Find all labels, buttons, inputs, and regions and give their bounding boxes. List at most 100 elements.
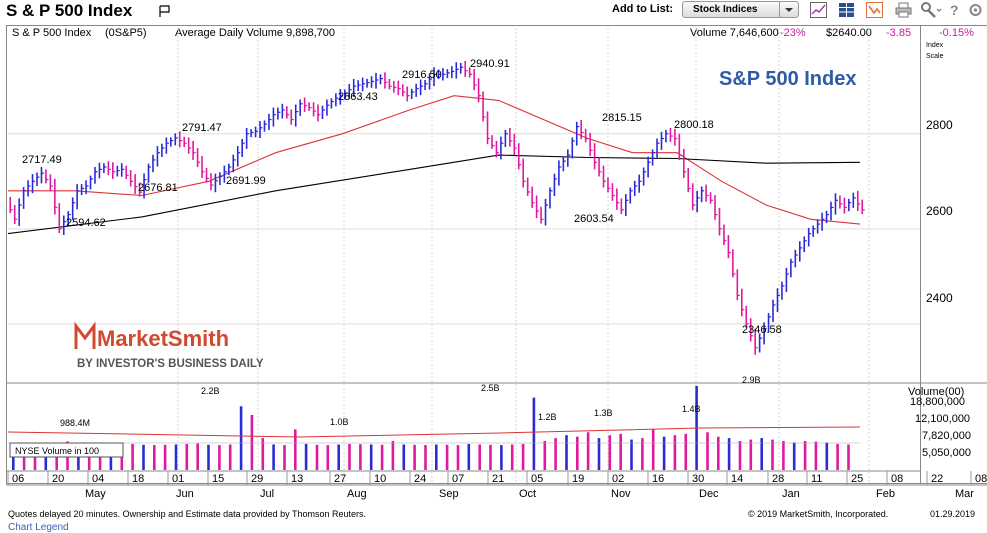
price-annotation: 2916.50 [402, 69, 442, 81]
x-month-label: Dec [699, 488, 719, 500]
logo-mark [74, 321, 96, 349]
info-name: S & P 500 Index [12, 27, 92, 39]
x-day-label: 27 [334, 473, 346, 485]
x-day-label: 10 [374, 473, 386, 485]
volume-bar [814, 441, 818, 470]
price-tick-2600: 2600 [926, 204, 953, 218]
volume-bar [402, 444, 406, 470]
price-annotation: 2691.99 [226, 175, 266, 187]
brand-name: MarketSmith [97, 326, 229, 351]
volume-bar [380, 444, 384, 470]
price-bars [9, 61, 865, 355]
x-day-label: 25 [851, 473, 863, 485]
price-annotation: 2800.18 [674, 119, 714, 131]
volume-bar [597, 438, 601, 470]
volume-bar [369, 444, 373, 470]
volume-bar [467, 443, 471, 470]
x-day-label: 01 [172, 473, 184, 485]
volume-annotation: 1.4B [682, 404, 701, 414]
volume-bar [261, 438, 265, 470]
volume-bars [12, 386, 850, 470]
moving-average-line [7, 154, 861, 235]
volume-bar [250, 415, 254, 470]
x-day-label: 28 [772, 473, 784, 485]
scale-label-index: Index [926, 42, 944, 49]
list-select-value: Stock Indices [693, 4, 758, 15]
volume-bar [641, 438, 644, 470]
volume-bar [619, 433, 622, 470]
volume-legend-text: NYSE Volume in 100 [15, 446, 99, 456]
page-title: S & P 500 Index [6, 1, 133, 20]
volume-bar [445, 444, 449, 470]
price-annotation: 2940.91 [470, 58, 510, 70]
volume-bar [706, 432, 709, 470]
info-change-pct: -0.15% [939, 27, 974, 39]
volume-annotations: 988.4M 2.2B 1.0B 2.5B 1.2B 1.3B 1.4B 2.9B [60, 375, 761, 428]
volume-bar [131, 443, 134, 470]
volume-average-line [7, 426, 861, 438]
help-icon[interactable]: ? [947, 2, 964, 18]
marketsmith-logo: MarketSmith BY INVESTOR'S BUSINESS DAILY [74, 321, 264, 370]
tools-icon[interactable] [920, 2, 942, 18]
volume-axis-title: Volume(00) [908, 386, 965, 398]
time-axis: 06 20 04 18 01 15 29 13 27 10 24 07 21 05 19 02 16 30 14 28… [6, 471, 987, 500]
volume-bar [662, 436, 666, 470]
volume-bar [315, 444, 319, 470]
flag-icon[interactable] [159, 5, 171, 18]
price-tick-2800: 2800 [926, 118, 953, 132]
volume-bar [207, 444, 210, 470]
volume-bar [413, 444, 416, 470]
x-day-label: 02 [612, 473, 624, 485]
volume-bar [435, 444, 438, 470]
info-avg-volume: Average Daily Volume 9,898,700 [175, 27, 336, 39]
volume-bar [294, 429, 297, 470]
price-axis-column [921, 25, 987, 484]
price-annotation: 2603.54 [574, 213, 614, 225]
volume-bar [836, 443, 839, 470]
x-day-label: 24 [414, 473, 426, 485]
volume-bar [771, 439, 774, 470]
price-tick-2400: 2400 [926, 291, 953, 305]
volume-bar [673, 435, 677, 470]
volume-tick-4: 5,050,000 [922, 447, 971, 459]
x-month-label: Aug [347, 488, 367, 500]
volume-annotation: 988.4M [60, 418, 90, 428]
top-bar: S & P 500 Index Add to List: Stock Indic… [0, 0, 987, 24]
price-annotation: 2346.58 [742, 324, 782, 336]
volume-bar [825, 442, 829, 470]
list-select[interactable]: Stock Indices [682, 1, 799, 18]
chevron-down-icon [779, 2, 793, 17]
volume-bar [185, 443, 189, 470]
price-annotation: 2594.62 [66, 217, 106, 229]
price-annotations: 2717.49 2594.62 2676.81 2791.47 2691.99 2863.… [22, 58, 782, 336]
volume-bar [304, 443, 308, 470]
volume-bar [98, 445, 102, 470]
layout-icon[interactable] [838, 2, 855, 18]
volume-bar [847, 444, 850, 470]
x-day-label: 07 [452, 473, 464, 485]
x-day-label: 13 [291, 473, 303, 485]
x-month-label: Jan [782, 488, 800, 500]
chart-legend-link[interactable]: Chart Legend [8, 522, 69, 533]
price-annotation: 2676.81 [138, 182, 178, 194]
x-day-label: 15 [212, 473, 224, 485]
x-day-label: 19 [572, 473, 584, 485]
x-day-label: 14 [731, 473, 743, 485]
settings-icon[interactable] [967, 2, 984, 18]
x-month-label: Sep [439, 488, 459, 500]
volume-bar [803, 441, 807, 470]
chart-type-icon[interactable] [810, 2, 827, 18]
volume-bar [142, 444, 145, 470]
volume-bar [782, 441, 785, 470]
volume-bar [196, 443, 199, 470]
x-day-label: 08 [891, 473, 903, 485]
alert-icon[interactable] [866, 2, 883, 18]
volume-bar [337, 444, 340, 470]
volume-annotation: 1.3B [594, 408, 613, 418]
x-day-label: 08 [975, 473, 987, 485]
x-day-label: 06 [12, 473, 24, 485]
volume-bar [532, 397, 536, 470]
volume-bar [489, 444, 492, 470]
print-icon[interactable] [895, 2, 912, 18]
x-day-label: 22 [931, 473, 943, 485]
